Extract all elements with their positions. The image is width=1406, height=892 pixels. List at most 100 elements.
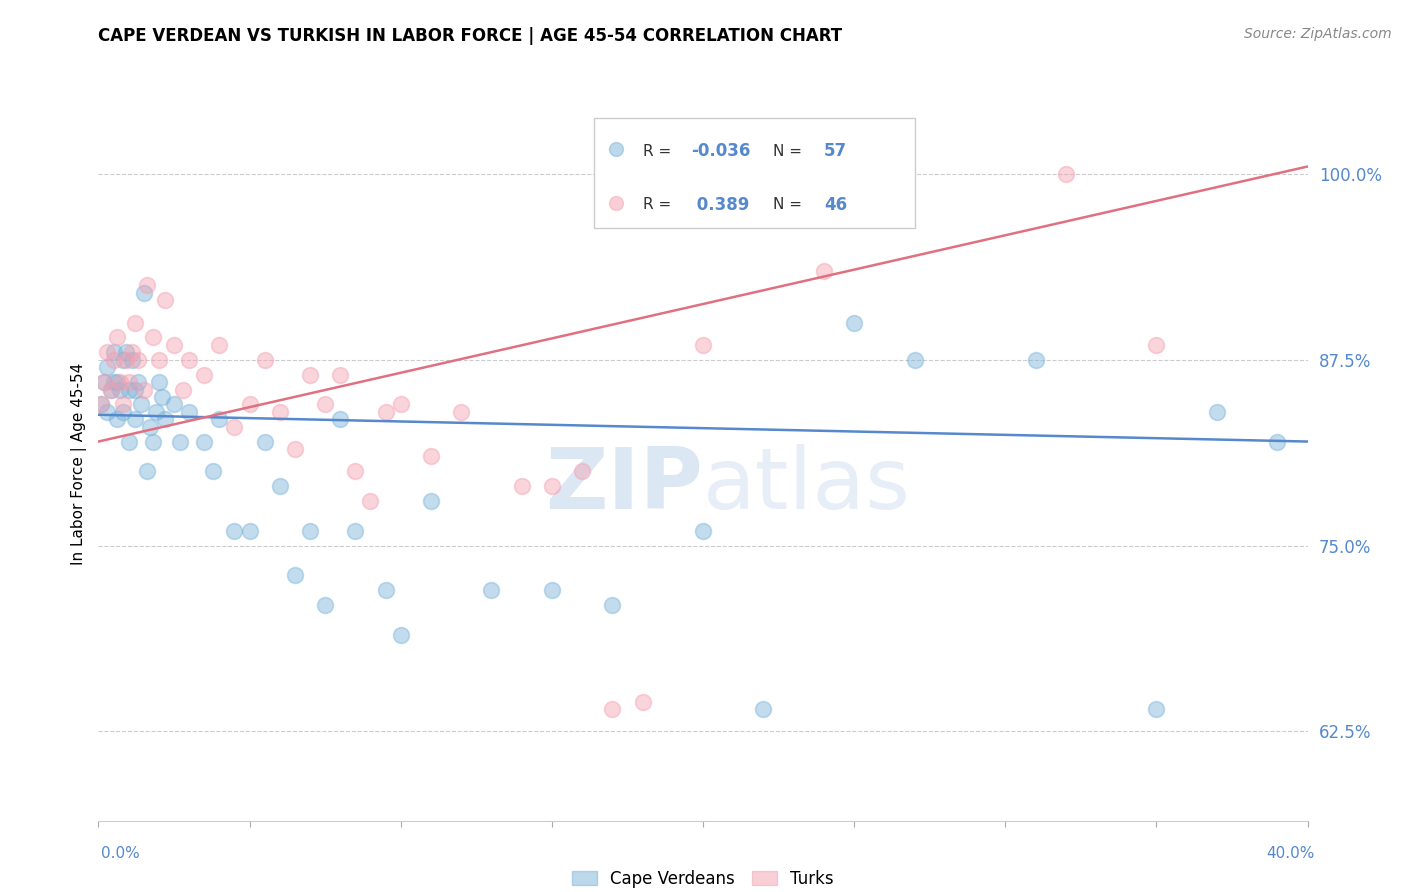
Point xyxy=(510,479,533,493)
Point xyxy=(153,412,176,426)
Point xyxy=(96,360,118,375)
Point xyxy=(114,345,136,359)
Point xyxy=(389,397,412,411)
Point xyxy=(752,702,775,716)
Point xyxy=(127,352,149,367)
Point xyxy=(239,524,262,538)
Point xyxy=(344,464,367,478)
Point xyxy=(253,434,276,449)
Point xyxy=(631,695,654,709)
Y-axis label: In Labor Force | Age 45-54: In Labor Force | Age 45-54 xyxy=(72,363,87,565)
Point xyxy=(224,419,246,434)
Point xyxy=(239,397,262,411)
Point xyxy=(284,568,307,582)
Text: 0.389: 0.389 xyxy=(690,196,749,214)
Point xyxy=(481,583,503,598)
Point xyxy=(148,375,170,389)
Point xyxy=(103,345,125,359)
Point xyxy=(540,583,562,598)
Point xyxy=(163,338,186,352)
Point xyxy=(118,434,141,449)
Point xyxy=(121,345,143,359)
Point xyxy=(169,434,191,449)
Point xyxy=(163,397,186,411)
Point xyxy=(132,383,155,397)
Text: CAPE VERDEAN VS TURKISH IN LABOR FORCE | AGE 45-54 CORRELATION CHART: CAPE VERDEAN VS TURKISH IN LABOR FORCE |… xyxy=(98,27,842,45)
Point xyxy=(93,375,115,389)
Point xyxy=(121,352,143,367)
Point xyxy=(193,368,215,382)
Point xyxy=(150,390,173,404)
Point xyxy=(208,338,231,352)
Point xyxy=(692,524,714,538)
Point xyxy=(813,263,835,277)
Point xyxy=(90,397,112,411)
Point xyxy=(96,345,118,359)
Point xyxy=(108,375,131,389)
Point xyxy=(139,419,162,434)
Point xyxy=(450,405,472,419)
Text: 40.0%: 40.0% xyxy=(1267,846,1315,861)
Point xyxy=(329,412,352,426)
Point xyxy=(193,434,215,449)
Text: N =: N = xyxy=(773,197,807,212)
Point xyxy=(114,352,136,367)
Point xyxy=(904,352,927,367)
Point xyxy=(540,479,562,493)
Point xyxy=(124,383,146,397)
Point xyxy=(127,375,149,389)
Point xyxy=(103,375,125,389)
Point xyxy=(314,598,336,612)
Point xyxy=(360,494,382,508)
Point xyxy=(284,442,307,456)
Point xyxy=(692,338,714,352)
Point xyxy=(111,352,134,367)
Point xyxy=(103,352,125,367)
Point xyxy=(1265,434,1288,449)
Point xyxy=(135,464,157,478)
Point xyxy=(299,368,322,382)
Point xyxy=(172,383,194,397)
Point xyxy=(100,383,122,397)
Text: ZIP: ZIP xyxy=(546,443,703,527)
Point xyxy=(93,375,115,389)
Point xyxy=(118,383,141,397)
Point xyxy=(124,316,146,330)
Point xyxy=(142,330,165,344)
Point xyxy=(135,278,157,293)
Text: atlas: atlas xyxy=(703,443,911,527)
Point xyxy=(124,412,146,426)
Point xyxy=(602,598,624,612)
Point xyxy=(224,524,246,538)
Point xyxy=(1206,405,1229,419)
Point xyxy=(602,702,624,716)
Point xyxy=(100,383,122,397)
Text: R =: R = xyxy=(643,197,676,212)
Point xyxy=(142,434,165,449)
Text: 57: 57 xyxy=(824,143,846,161)
Point xyxy=(1144,702,1167,716)
Point xyxy=(111,405,134,419)
Point xyxy=(374,583,396,598)
Point xyxy=(148,352,170,367)
Point xyxy=(329,368,352,382)
Text: 46: 46 xyxy=(824,196,846,214)
Point xyxy=(105,412,128,426)
Point xyxy=(1144,338,1167,352)
Point xyxy=(844,316,866,330)
Point xyxy=(105,375,128,389)
Point xyxy=(145,405,167,419)
Point xyxy=(153,293,176,308)
Point xyxy=(374,405,396,419)
Point xyxy=(269,405,291,419)
Point xyxy=(118,375,141,389)
Point xyxy=(96,405,118,419)
Point xyxy=(253,352,276,367)
Point xyxy=(419,450,441,464)
Point xyxy=(202,464,225,478)
Point xyxy=(269,479,291,493)
Point xyxy=(419,494,441,508)
Point xyxy=(132,285,155,300)
Point xyxy=(111,397,134,411)
Point xyxy=(1024,352,1046,367)
